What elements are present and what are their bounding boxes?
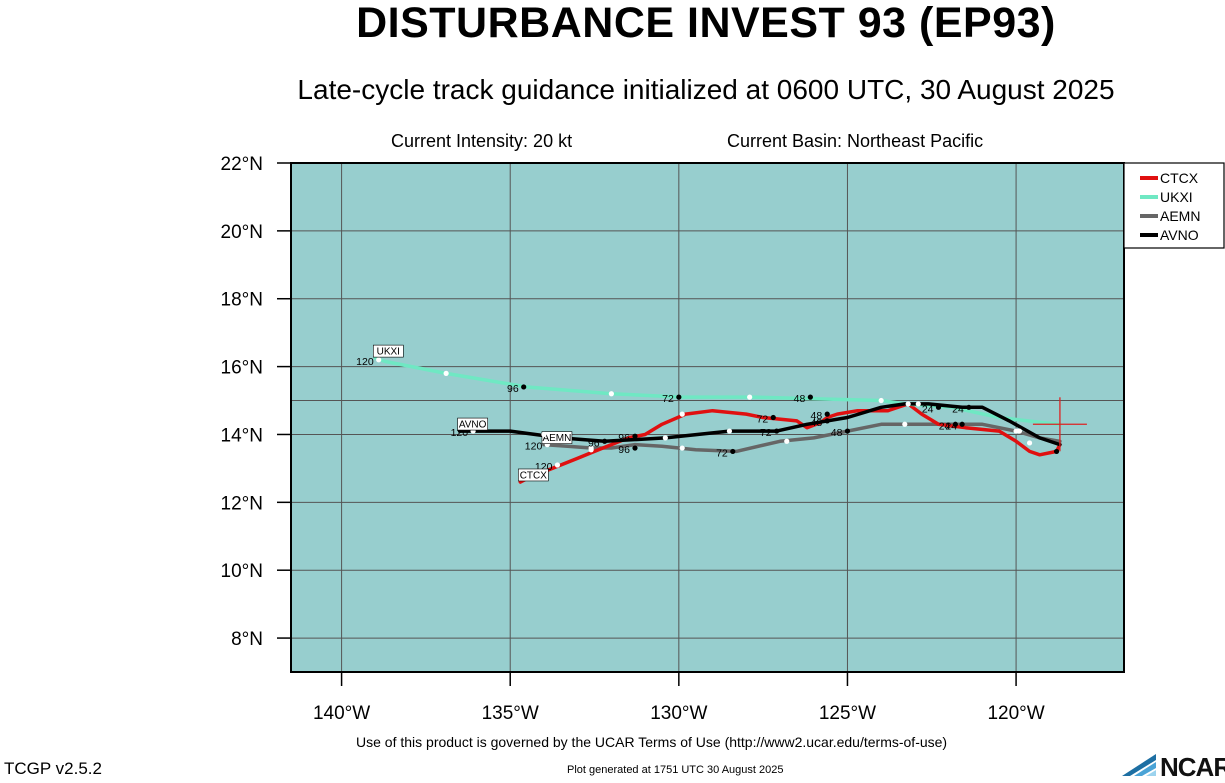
forecast-hour-label: 96 [588,437,600,449]
ncar-logo-text: NCAR [1160,752,1225,782]
ocean-background [291,163,1124,672]
forecast-hour-label: 24 [922,403,934,415]
track-marker-ukxi [807,394,813,400]
track-marker-ukxi [521,384,527,390]
track-marker-avno [774,428,780,434]
track-end-label: AVNO [459,420,487,431]
track-marker-ctcx [824,411,830,417]
track-line-ctcx [518,402,1062,484]
forecast-hour-label: 48 [794,393,806,405]
track-marker-ukxi [747,394,753,400]
track-marker-ctcx [588,447,594,453]
x-tick-label: 120°W [987,703,1044,724]
track-end-label: UKXI [377,347,400,358]
track-marker-aemn [679,445,685,451]
legend-label: CTCX [1160,170,1199,186]
track-line-ukxi [373,356,1062,427]
track-marker-ctcx [1026,440,1033,446]
legend-label: UKXI [1160,189,1193,205]
track-marker-aemn [902,421,908,427]
y-tick-label: 8°N [231,629,263,650]
forecast-hour-label: 48 [831,427,843,439]
forecast-hour-label: 24 [939,420,951,432]
y-tick-label: 12°N [221,493,263,514]
forecast-hour-label: 24 [945,420,957,432]
forecast-hour-label: 24 [952,403,964,415]
track-marker-avno [602,438,608,444]
forecast-hour-label: 72 [757,414,769,426]
current-basin: Current Basin: Northeast Pacific [727,131,984,151]
chart-title: DISTURBANCE INVEST 93 (EP93) [356,0,1056,47]
y-tick-label: 20°N [221,222,263,243]
track-marker-ctcx [770,414,776,421]
track-marker-ctcx [632,433,638,439]
track-marker-avno [662,435,668,441]
plot-frame [290,162,1125,673]
version-label: TCGP v2.5.2 [4,759,102,778]
terms-of-use: Use of this product is governed by the U… [356,734,948,750]
track-line-avno [457,402,1062,447]
track-marker-avno [541,431,547,438]
chart-subtitle: Late-cycle track guidance initialized at… [297,74,1115,105]
x-tick-label: 130°W [650,703,707,724]
track-marker-ctcx [554,462,561,468]
legend-label: AVNO [1160,227,1199,243]
track-marker-aemn [730,448,736,455]
track-marker-avno [966,404,972,410]
ncar-logo: NCAR [1120,748,1225,782]
forecast-hour-label: 96 [618,444,630,456]
track-marker-ukxi [376,357,382,363]
track-marker-aemn [952,421,958,427]
forecast-hour-label: 120 [356,356,374,368]
track-marker-ukxi [935,404,942,410]
track-marker-ctcx [679,411,685,417]
y-tick-label: 14°N [221,425,263,446]
forecast-hour-label: 48 [811,410,823,422]
forecast-hour-label: 72 [716,447,728,459]
track-marker-aemn [844,428,851,434]
legend-label: AEMN [1160,208,1200,224]
track-end-box [457,417,488,431]
x-tick-label: 140°W [313,703,370,724]
x-tick-label: 135°W [482,703,539,724]
track-end-box [373,344,404,358]
generated-timestamp: Plot generated at 1751 UTC 30 August 202… [567,764,784,776]
track-marker-avno [1013,428,1019,434]
ncar-mark-icon [1122,754,1156,776]
track-end-label: CTCX [520,470,548,481]
track-marker-aemn [784,438,790,444]
track-marker-ukxi [608,391,614,397]
track-marker-aemn [632,445,638,451]
forecast-hour-label: 72 [760,427,772,439]
track-marker-ukxi [443,370,449,376]
track-end-box [518,468,549,482]
forecast-hour-label: 48 [811,417,823,429]
track-marker-ctcx [959,421,965,427]
track-end-label: AEMN [542,433,571,444]
track-marker-ukxi [676,394,682,400]
y-tick-label: 16°N [221,358,263,379]
forecast-hour-label: 96 [507,383,519,395]
forecast-hour-label: 72 [662,393,674,405]
track-marker-ctcx [1053,448,1060,455]
y-tick-label: 22°N [221,154,263,175]
forecast-hour-label: 120 [525,441,543,453]
y-tick-label: 18°N [221,290,263,311]
track-marker-ukxi [878,397,884,404]
track-marker-avno [824,418,830,424]
track-marker-avno [915,401,921,407]
y-tick-label: 10°N [221,561,263,582]
forecast-hour-label: 96 [618,432,630,444]
track-marker-avno [726,428,733,434]
current-intensity: Current Intensity: 20 kt [391,131,573,151]
track-end-box [541,431,573,444]
track-line-aemn [542,422,1062,454]
x-tick-label: 125°W [819,703,876,724]
track-marker-ctcx [905,401,911,407]
